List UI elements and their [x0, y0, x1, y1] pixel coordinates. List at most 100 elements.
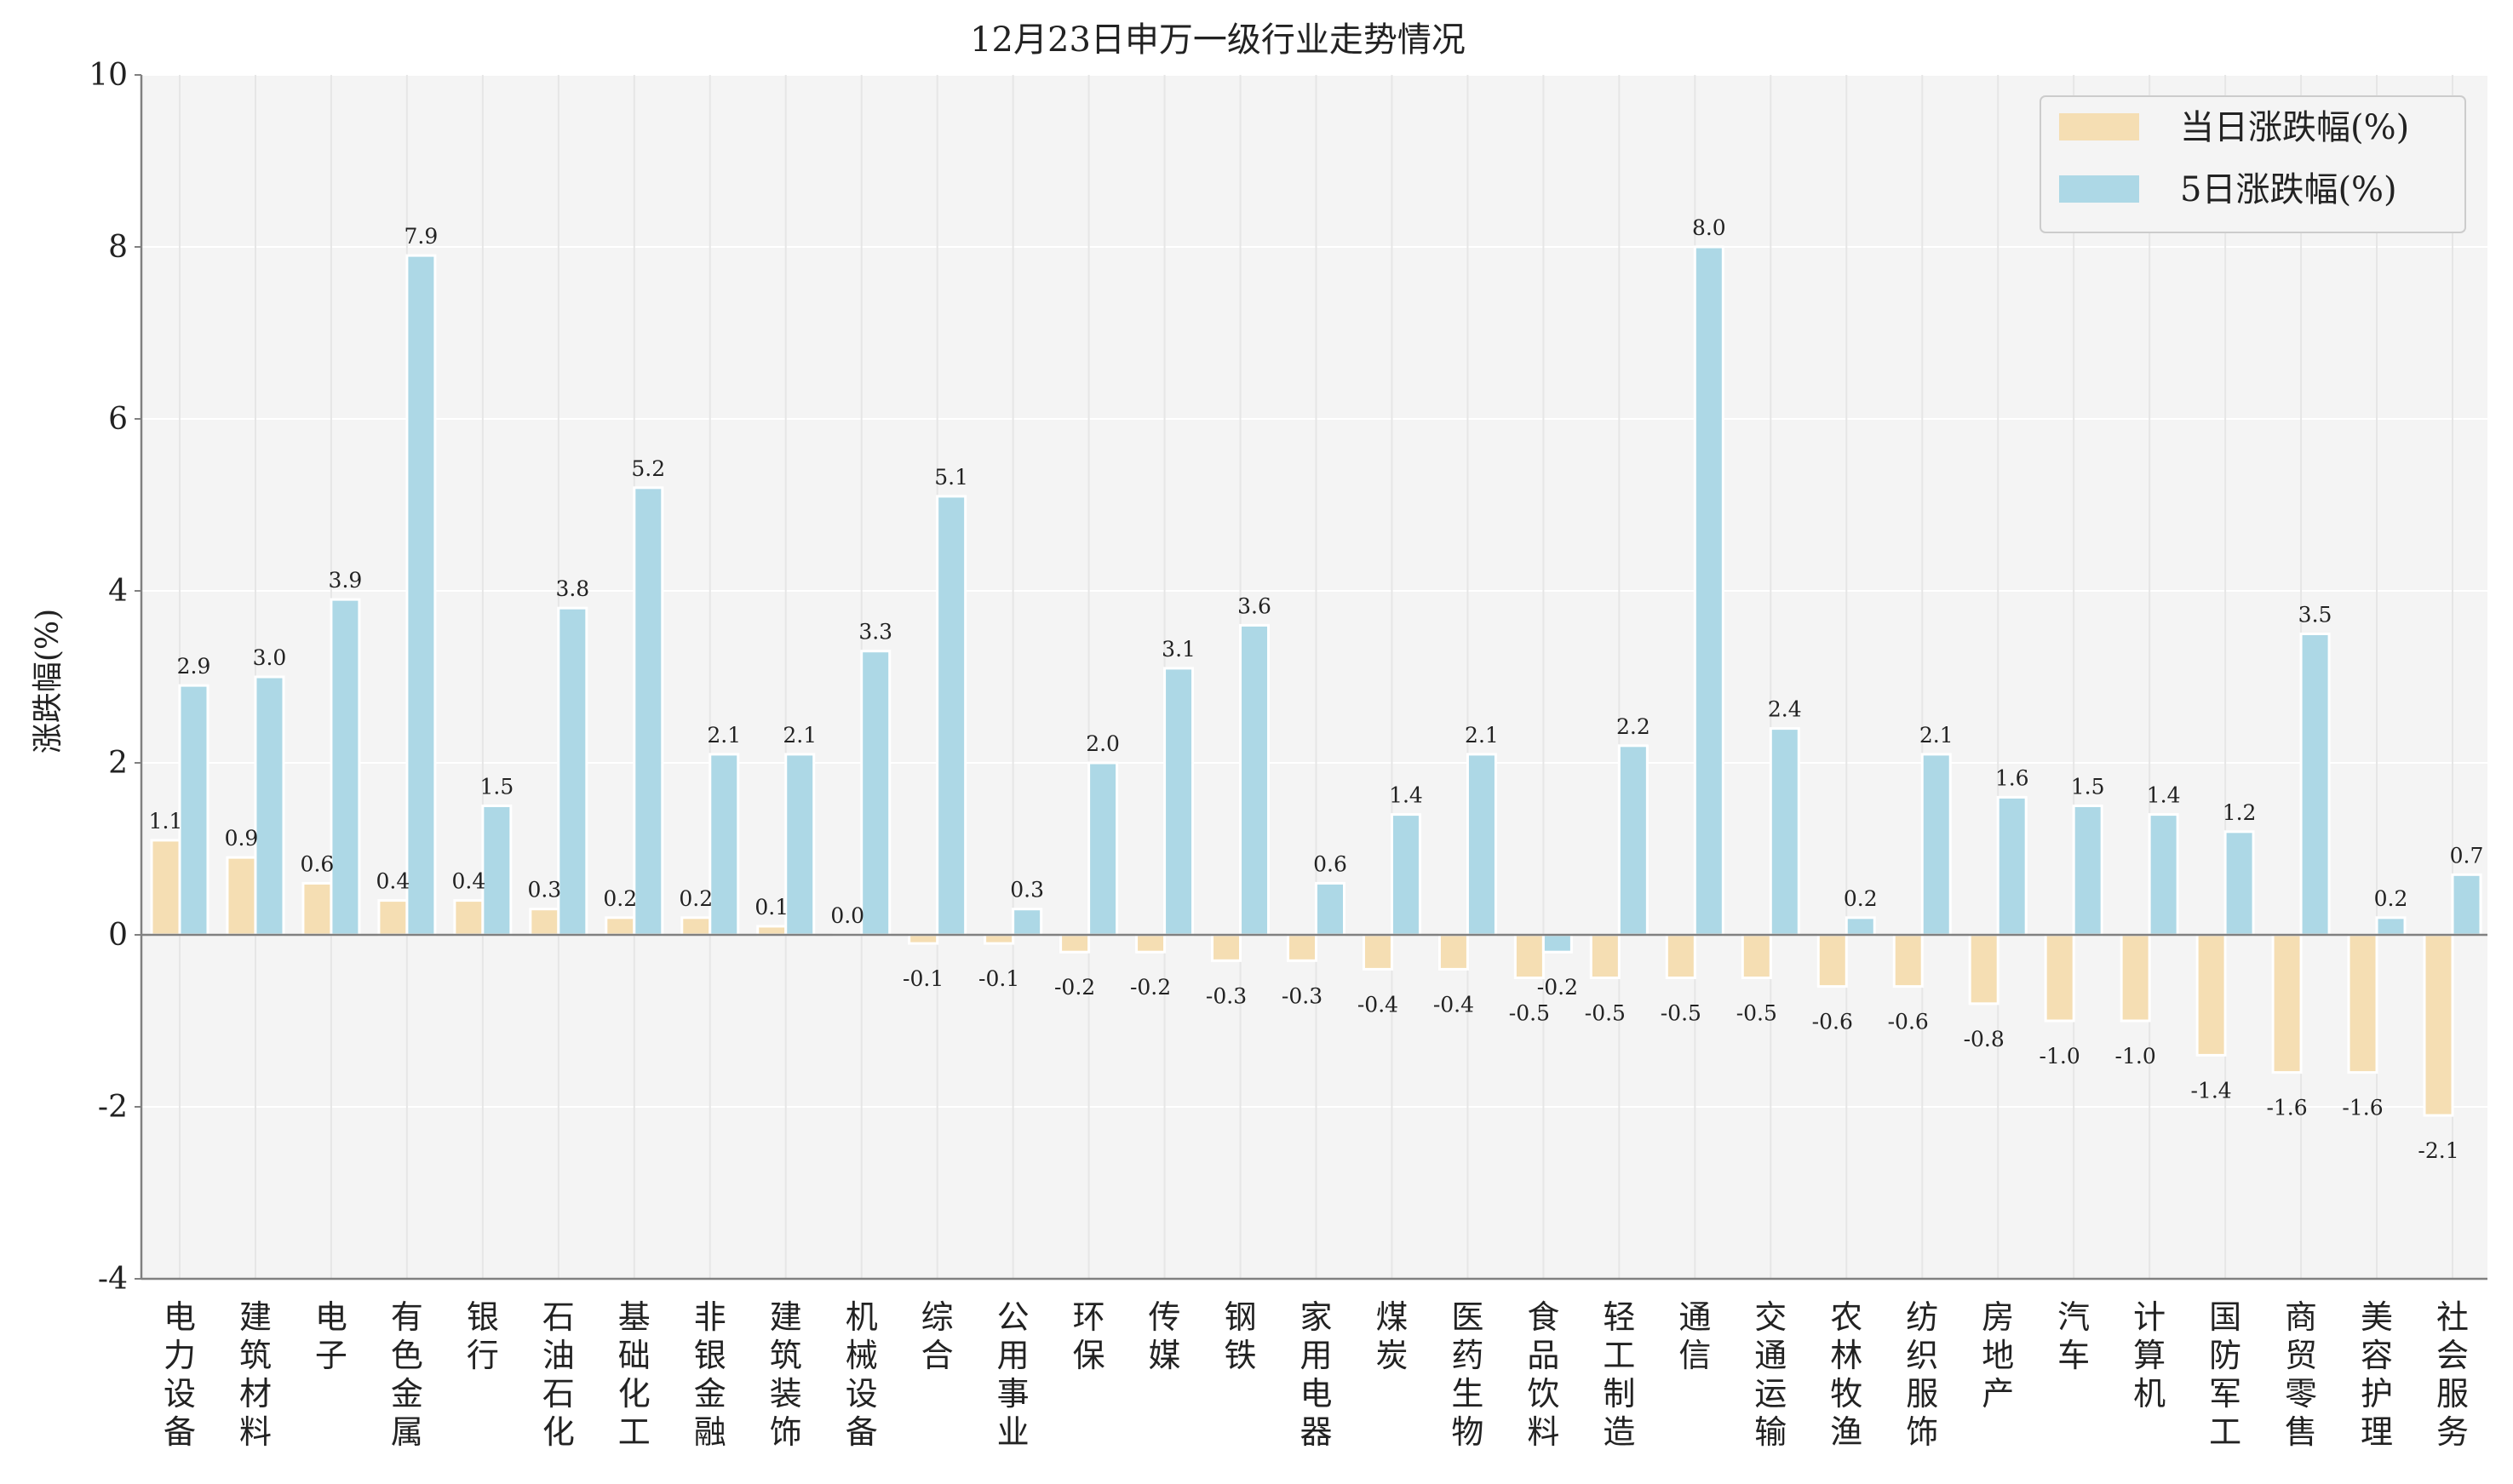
bar-5day [1996, 795, 2028, 937]
bar-5day [2072, 805, 2103, 937]
y-axis-label: 涨跌幅(%) [31, 609, 66, 753]
data-label: 1.1 [149, 809, 183, 834]
y-tick-label: 4 [108, 574, 128, 609]
bar-5day [1845, 916, 1876, 937]
data-label: -0.1 [978, 966, 1019, 991]
bar-daily [2271, 933, 2303, 1074]
data-label: 0.2 [2374, 886, 2408, 911]
bar-5day [178, 684, 209, 937]
bar-5day [2375, 916, 2407, 937]
bar-daily [1589, 933, 1621, 979]
data-label: 3.5 [2298, 603, 2332, 627]
data-label: -1.4 [2190, 1078, 2231, 1103]
data-label: 2.2 [1616, 714, 1650, 739]
legend-label-5day: 5日涨跌幅(%) [2180, 170, 2397, 209]
data-label: 2.9 [177, 654, 211, 679]
x-tick-label: 传媒 [1149, 1298, 1181, 1374]
data-label: 0.2 [1844, 886, 1878, 911]
bar-5day [481, 805, 513, 937]
x-tick-label: 通信 [1678, 1298, 1711, 1374]
x-tick-label: 石油石化 [542, 1298, 575, 1451]
legend-swatch-daily [2059, 113, 2139, 140]
data-label: -0.2 [1537, 975, 1578, 1000]
bar-daily [2120, 933, 2151, 1023]
data-label: 3.3 [858, 620, 892, 645]
bar-5day [1012, 908, 1043, 937]
bar-daily [1437, 933, 1469, 971]
y-tick-label: 10 [89, 58, 128, 93]
bar-daily [2423, 933, 2454, 1117]
data-label: -0.5 [1736, 1001, 1777, 1026]
data-label: 2.1 [707, 723, 741, 748]
bar-5day [405, 254, 437, 937]
x-tick-label: 国防军工 [2209, 1298, 2241, 1451]
bar-5day [1617, 744, 1649, 937]
legend-box [2040, 95, 2466, 233]
bar-5day [1693, 245, 1724, 937]
y-tick-label: 2 [108, 746, 128, 781]
plot-background [141, 75, 2487, 1279]
legend: 当日涨跌幅(%) 5日涨跌幅(%) [2040, 95, 2466, 233]
y-tick-label: -4 [98, 1262, 128, 1297]
data-label: 0.0 [830, 903, 864, 928]
bar-5day [860, 650, 892, 937]
data-label: 1.4 [1389, 783, 1423, 808]
data-label: 1.2 [2223, 800, 2257, 825]
bar-5day [2451, 873, 2482, 937]
bar-5day [2223, 830, 2255, 937]
data-label: 0.3 [527, 878, 561, 902]
x-tick-label: 综合 [921, 1298, 954, 1374]
data-label: 1.5 [2071, 775, 2105, 799]
bar-daily [1287, 933, 1317, 962]
data-label: 0.7 [2450, 843, 2484, 868]
x-tick-label: 基础化工 [618, 1298, 651, 1451]
x-tick-label: 建筑装饰 [770, 1298, 802, 1451]
bar-daily [226, 856, 257, 937]
bar-daily [1513, 933, 1545, 979]
y-tick-label: 8 [108, 230, 128, 265]
data-label: -0.6 [1812, 1010, 1853, 1034]
x-tick-label: 轻工制造 [1603, 1298, 1635, 1451]
data-label: 3.6 [1237, 593, 1271, 618]
data-label: 2.1 [1465, 723, 1499, 748]
x-tick-label: 纺织服饰 [1906, 1298, 1938, 1451]
chart-title: 12月23日申万一级行业走势情况 [970, 20, 1466, 60]
data-label: -0.6 [1888, 1010, 1929, 1034]
x-tick-label: 汽车 [2057, 1298, 2090, 1374]
data-label: 2.0 [1086, 731, 1120, 756]
bar-daily [984, 933, 1015, 945]
data-label: -1.6 [2266, 1096, 2307, 1120]
bar-5day [1087, 761, 1119, 937]
data-label: 0.6 [301, 851, 335, 876]
bar-5day [936, 495, 967, 937]
bar-daily [1211, 933, 1242, 962]
data-label: -0.4 [1357, 992, 1398, 1017]
data-label: -0.3 [1206, 983, 1247, 1008]
data-label: 1.5 [479, 775, 514, 799]
x-tick-label: 环保 [1073, 1298, 1105, 1374]
bar-daily [150, 839, 181, 937]
bar-5day [330, 598, 361, 937]
bar-daily [1059, 933, 1091, 954]
data-label: 1.6 [1995, 765, 2029, 790]
data-label: -0.3 [1282, 983, 1322, 1008]
data-label: 1.4 [2147, 783, 2181, 808]
data-label: 5.2 [631, 456, 665, 481]
bar-daily [680, 916, 712, 937]
data-label: -0.1 [903, 966, 944, 991]
legend-label-daily: 当日涨跌幅(%) [2180, 108, 2409, 147]
bar-5day [557, 606, 588, 937]
data-label: 2.1 [1919, 723, 1954, 748]
data-label: 7.9 [404, 224, 439, 249]
bar-5day [633, 486, 664, 937]
bar-5day [1163, 667, 1195, 937]
x-tick-label: 银行 [467, 1298, 499, 1374]
data-label: 0.4 [451, 869, 485, 894]
bar-daily [605, 916, 636, 937]
bar-daily [1362, 933, 1393, 971]
bar-5day [1315, 881, 1345, 937]
bar-5day [254, 675, 285, 937]
x-tick-label: 家用电器 [1300, 1298, 1332, 1451]
bar-daily [908, 933, 939, 945]
